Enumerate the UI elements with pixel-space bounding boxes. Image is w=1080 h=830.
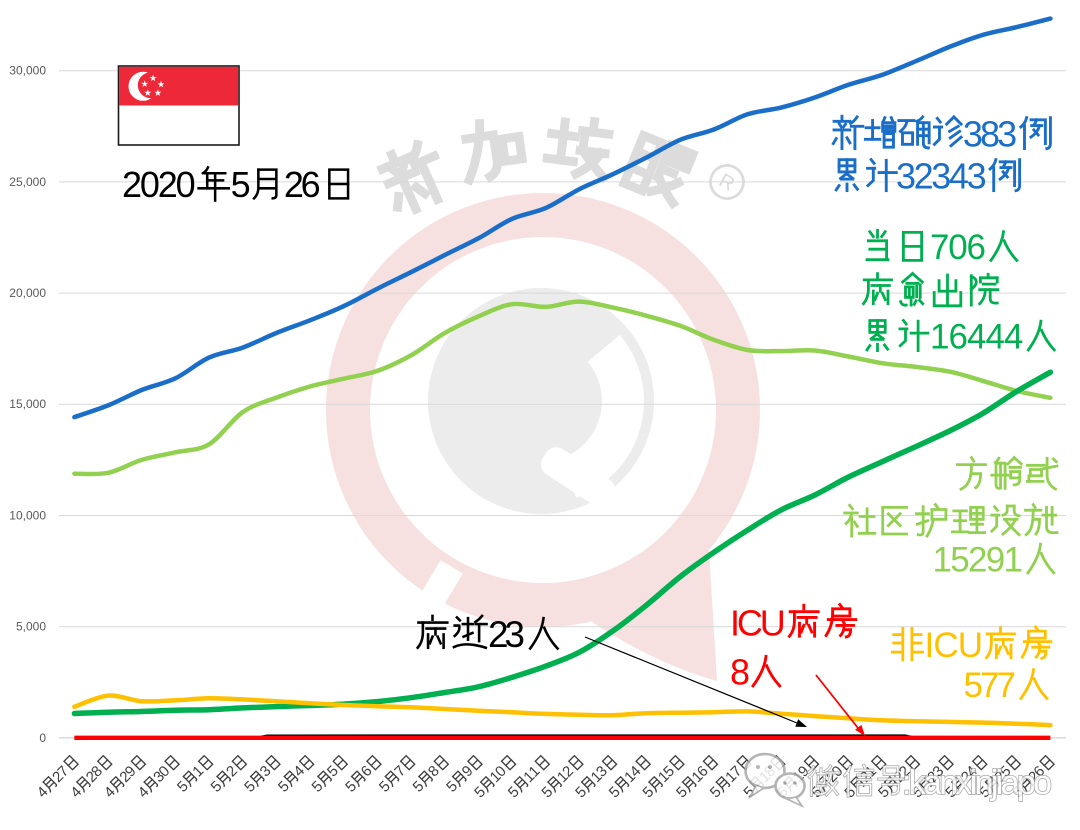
svg-text:15,000: 15,000 bbox=[9, 397, 46, 411]
svg-text:30,000: 30,000 bbox=[9, 64, 46, 78]
svg-text:577: 577 bbox=[964, 666, 1017, 705]
svg-text:8: 8 bbox=[730, 652, 750, 693]
svg-text:16444: 16444 bbox=[930, 318, 1023, 357]
svg-text:ICU: ICU bbox=[730, 603, 786, 644]
svg-text:20,000: 20,000 bbox=[9, 286, 46, 300]
svg-text:ICU: ICU bbox=[925, 626, 984, 665]
svg-text:706: 706 bbox=[930, 228, 986, 267]
svg-text:2020: 2020 bbox=[122, 164, 196, 205]
svg-text:0: 0 bbox=[39, 731, 46, 745]
svg-text:5,000: 5,000 bbox=[16, 620, 46, 634]
svg-text:15291: 15291 bbox=[933, 541, 1024, 580]
svg-text::kanxinjiapo: :kanxinjiapo bbox=[902, 764, 1052, 802]
svg-text:32343: 32343 bbox=[896, 156, 987, 197]
svg-text:23: 23 bbox=[488, 614, 525, 655]
svg-text:25,000: 25,000 bbox=[9, 175, 46, 189]
svg-text:26: 26 bbox=[284, 164, 321, 205]
svg-text:383: 383 bbox=[963, 114, 1017, 155]
svg-text:5: 5 bbox=[231, 164, 251, 205]
svg-text:10,000: 10,000 bbox=[9, 508, 46, 522]
